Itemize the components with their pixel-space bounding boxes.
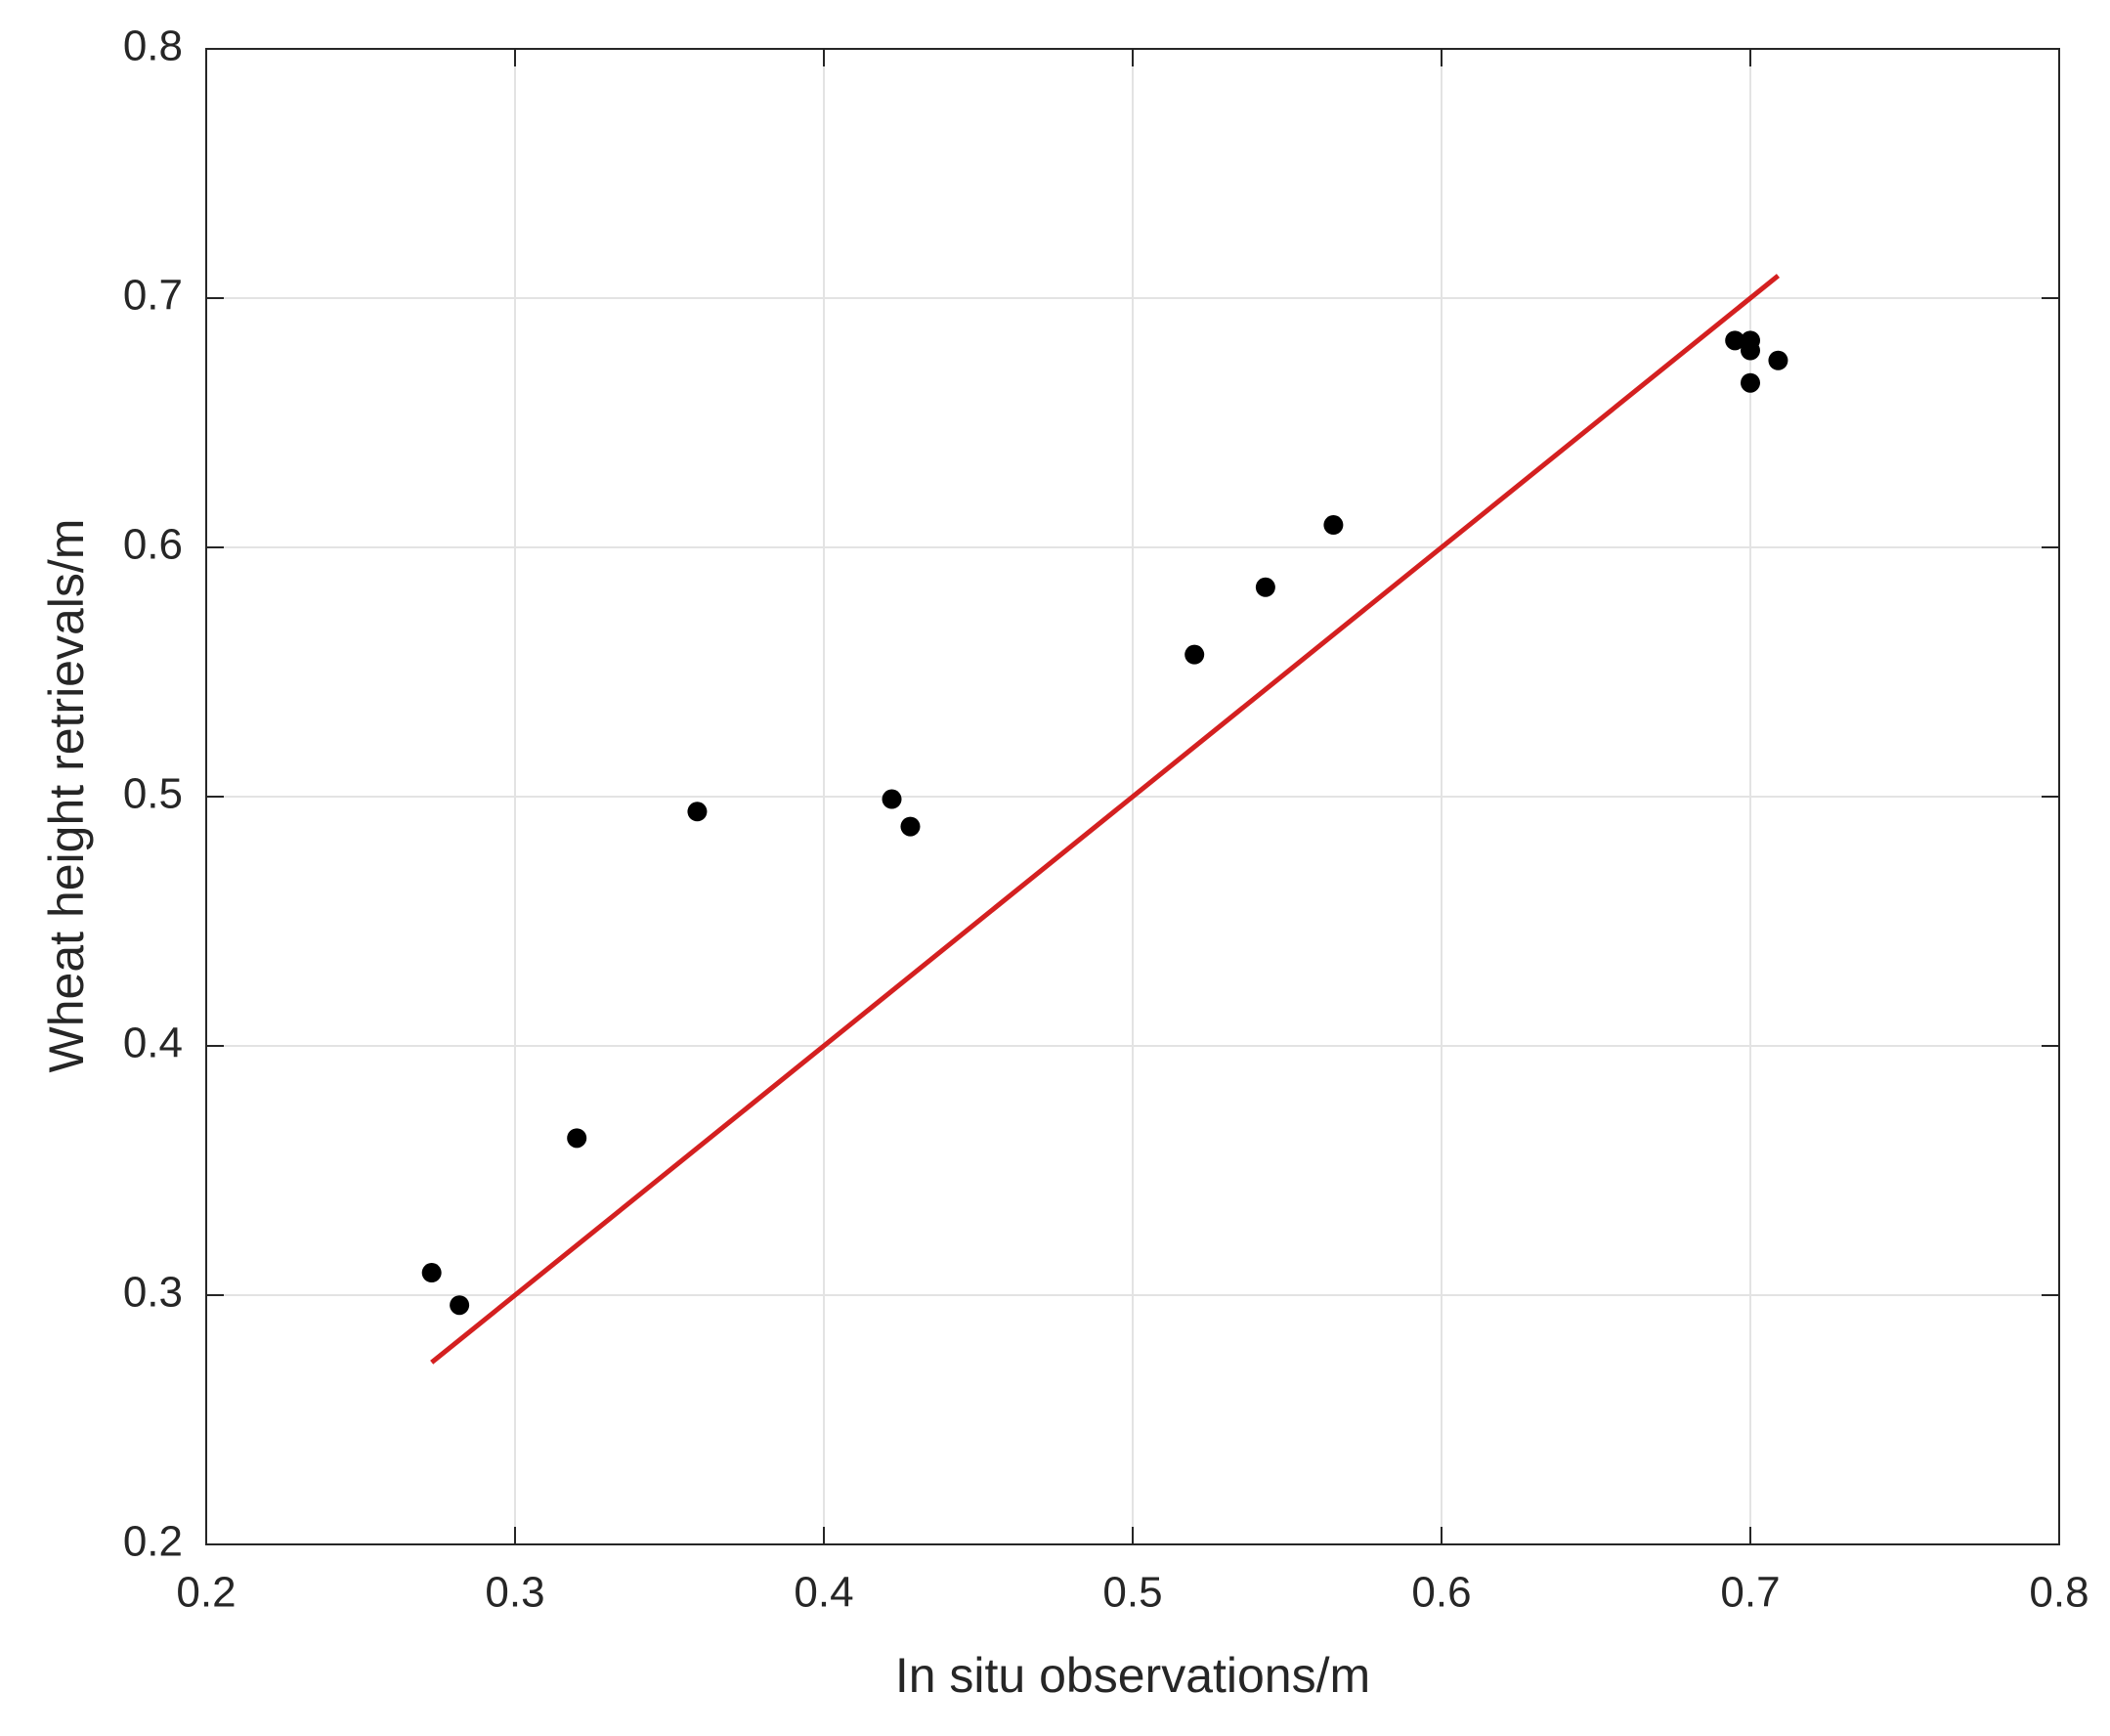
point <box>450 1295 470 1316</box>
point <box>1255 577 1275 597</box>
x-tick-label: 0.3 <box>485 1569 544 1617</box>
point <box>1741 372 1760 393</box>
point <box>567 1128 587 1149</box>
x-tick-label: 0.4 <box>794 1569 853 1617</box>
y-tick-label: 0.7 <box>123 272 183 320</box>
y-tick-label: 0.8 <box>123 22 183 70</box>
x-tick-label: 0.5 <box>1102 1569 1162 1617</box>
point <box>421 1263 442 1283</box>
y-axis-label: Wheat height retrievals/m <box>39 519 94 1073</box>
x-tick-label: 0.7 <box>1720 1569 1780 1617</box>
point <box>1184 644 1205 665</box>
y-tick-label: 0.6 <box>123 521 183 569</box>
x-tick-label: 0.8 <box>2029 1569 2088 1617</box>
point <box>1741 340 1760 361</box>
y-tick-label: 0.3 <box>123 1269 183 1317</box>
fit-line <box>430 274 1781 1365</box>
y-tick-label: 0.4 <box>123 1020 183 1067</box>
y-tick-label: 0.2 <box>123 1518 183 1566</box>
point <box>882 789 902 809</box>
x-tick-label: 0.2 <box>176 1569 236 1617</box>
plot-frame <box>205 48 2060 1545</box>
point <box>1725 330 1745 351</box>
x-axis-label: In situ observations/m <box>895 1648 1370 1703</box>
point <box>1323 515 1344 536</box>
point <box>1768 350 1788 370</box>
point <box>687 802 708 822</box>
x-tick-label: 0.6 <box>1411 1569 1471 1617</box>
y-tick-label: 0.5 <box>123 770 183 818</box>
point <box>900 816 921 837</box>
